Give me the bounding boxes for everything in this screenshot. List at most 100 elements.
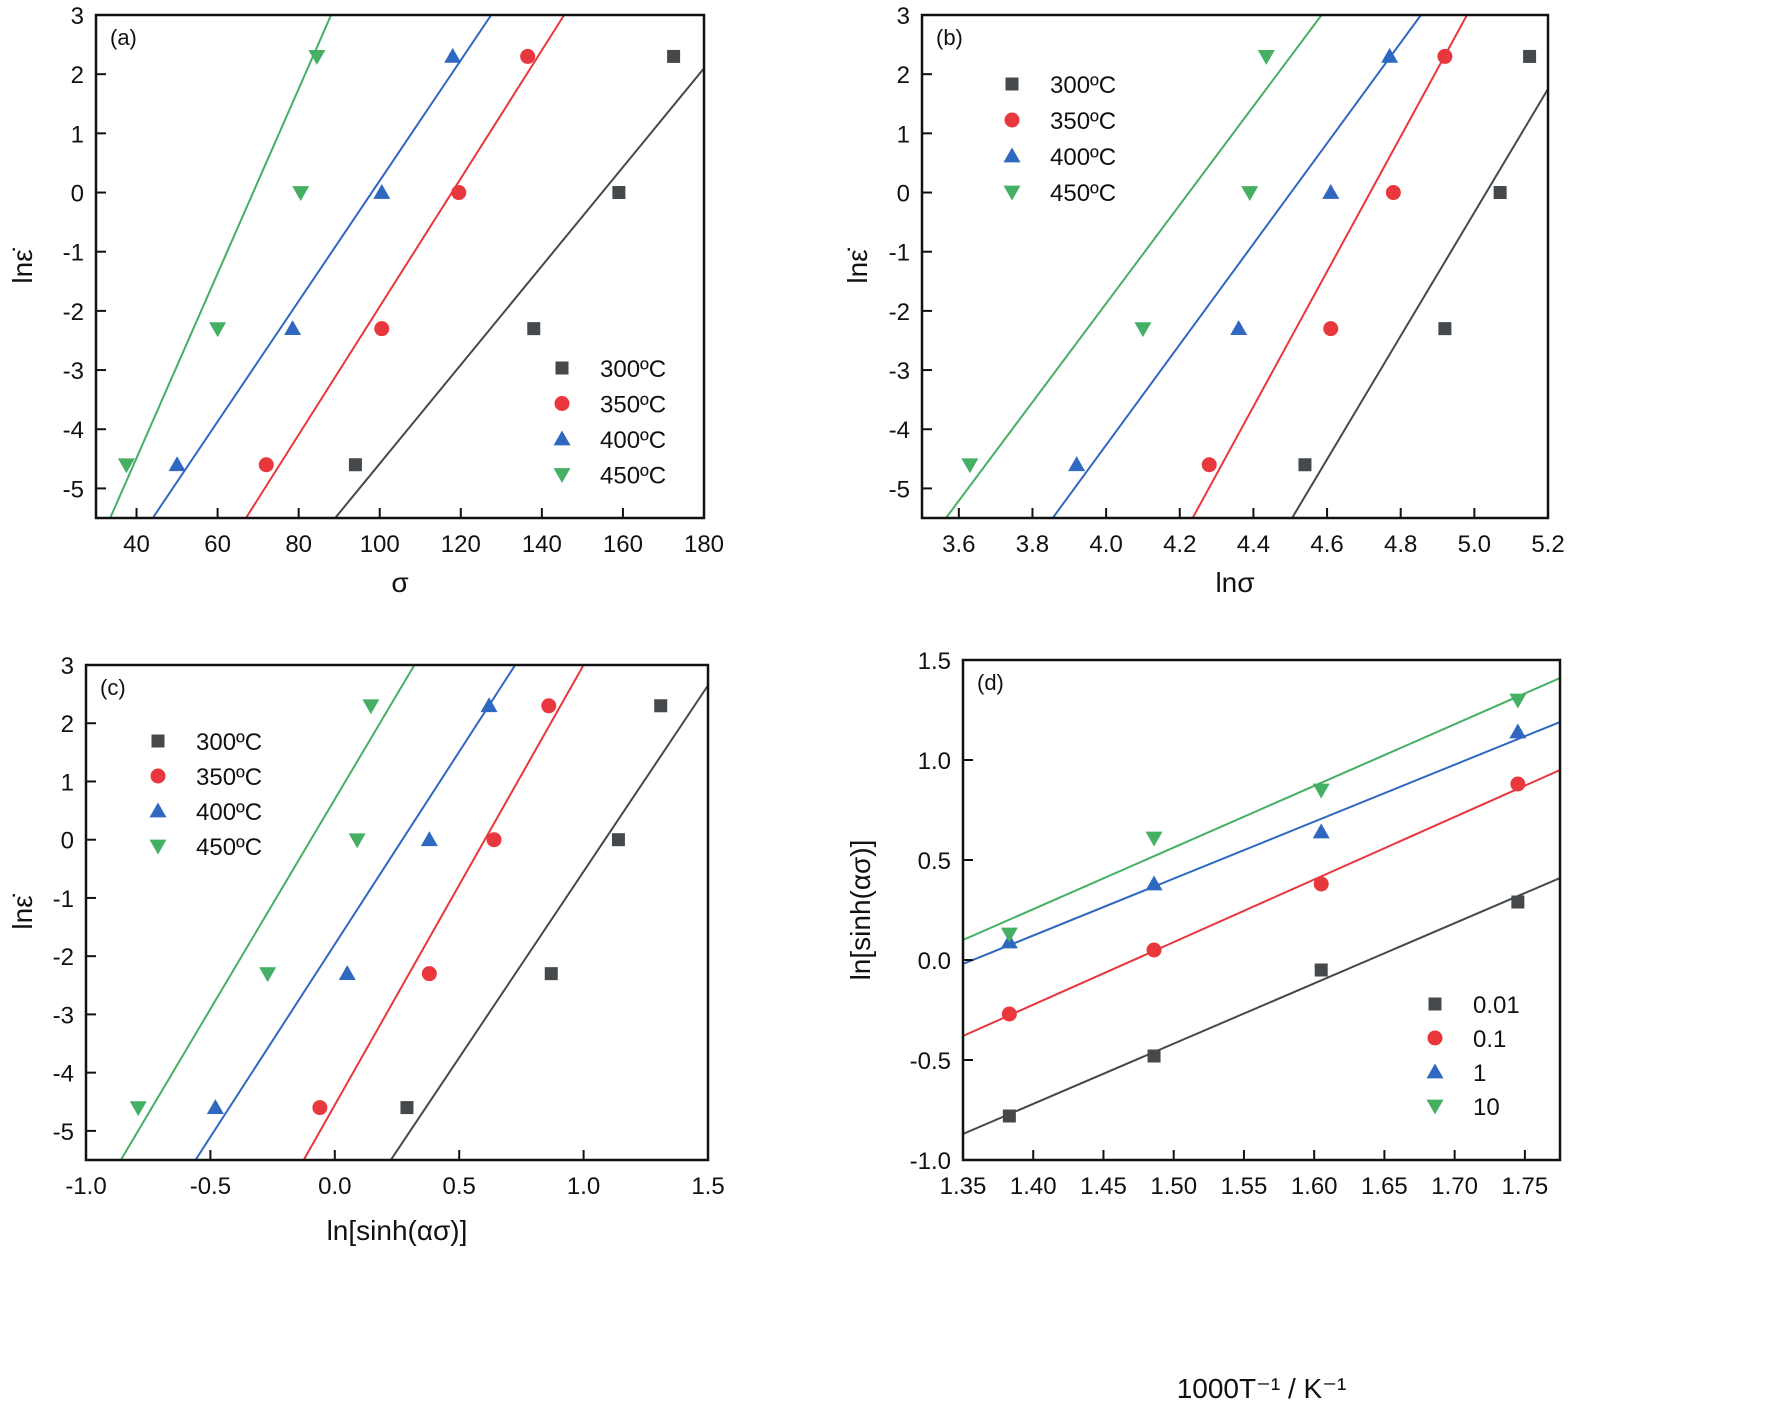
data-point	[292, 186, 310, 202]
data-point	[654, 699, 668, 713]
x-tick-label: 3.6	[942, 531, 975, 558]
data-point	[612, 186, 626, 200]
x-tick-label: 1.55	[1221, 1173, 1268, 1200]
y-tick-label: -0.5	[910, 1048, 951, 1075]
data-point	[1147, 1049, 1161, 1063]
x-tick-label: 0.0	[318, 1173, 351, 1200]
legend-marker	[555, 361, 569, 375]
x-tick-label: 0.5	[443, 1173, 476, 1200]
data-point	[1385, 185, 1401, 201]
data-point	[1511, 895, 1525, 909]
legend-item: 450ºC	[553, 463, 666, 490]
x-tick-label: 1.60	[1291, 1173, 1338, 1200]
legend-marker	[151, 734, 165, 748]
data-points	[961, 47, 1537, 474]
legend-item: 400ºC	[553, 427, 666, 454]
x-tick-label: 5.2	[1531, 531, 1564, 558]
data-point	[338, 965, 356, 981]
data-point	[1298, 458, 1312, 472]
legend-marker	[149, 802, 167, 818]
y-tick-label: 1.5	[918, 648, 951, 675]
y-tick-label: -1	[889, 240, 910, 267]
y-tick-label: -5	[889, 476, 910, 503]
plot-frame	[920, 13, 1550, 520]
legend-item: 450ºC	[149, 834, 262, 861]
panel-label: (c)	[100, 675, 126, 700]
plot-frame	[84, 663, 710, 1162]
legend-label: 300ºC	[1050, 72, 1116, 99]
legend-marker	[1427, 1030, 1443, 1046]
legend-label: 450ºC	[600, 463, 666, 490]
data-point	[1134, 322, 1152, 338]
panel-label: (a)	[110, 25, 137, 50]
x-tick-label: 160	[603, 531, 643, 558]
y-tick-label: -1	[53, 886, 74, 913]
data-point	[1000, 927, 1018, 943]
y-tick-label: -5	[53, 1119, 74, 1146]
fit-lines	[945, 15, 1548, 518]
x-tick-label: 1.70	[1431, 1173, 1478, 1200]
fit-line-400C	[194, 665, 517, 1160]
y-tick-label: -2	[53, 944, 74, 971]
legend-marker	[1426, 1099, 1444, 1115]
x-tick-label: 1.50	[1150, 1173, 1197, 1200]
data-point	[1313, 876, 1329, 892]
data-point	[421, 966, 437, 982]
fit-line-350C	[302, 665, 585, 1160]
legend-label: 450ºC	[1050, 180, 1116, 207]
legend-label: 400ºC	[1050, 144, 1116, 171]
legend-item: 350ºC	[150, 764, 262, 791]
data-point	[520, 48, 536, 64]
data-point	[527, 322, 541, 336]
data-points	[117, 47, 681, 474]
panel-label: (b)	[936, 25, 963, 50]
data-point	[1510, 776, 1526, 792]
data-point	[1509, 723, 1527, 739]
data-point	[348, 833, 366, 849]
data-point	[1437, 48, 1453, 64]
fit-line-300C	[389, 684, 708, 1160]
data-point	[444, 47, 462, 63]
data-point	[1509, 693, 1527, 709]
y-tick-label: 2	[897, 62, 910, 89]
data-point	[209, 322, 227, 338]
legend-label: 350ºC	[196, 764, 262, 791]
legend-marker	[149, 839, 167, 855]
data-point	[259, 967, 277, 983]
data-point	[611, 833, 625, 847]
data-point	[667, 49, 681, 63]
data-point	[1312, 783, 1330, 799]
legend-label: 1	[1473, 1060, 1486, 1087]
y-tick-label: 1	[71, 121, 84, 148]
x-tick-label: 80	[285, 531, 312, 558]
legend-label: 400ºC	[600, 427, 666, 454]
fit-line-300C	[1291, 88, 1548, 518]
x-tick-label: 5.0	[1458, 531, 1491, 558]
legend-label: 300ºC	[600, 356, 666, 383]
data-point	[1322, 184, 1340, 199]
plot-frame	[94, 13, 706, 520]
x-tick-label: 3.8	[1016, 531, 1049, 558]
y-tick-label: -1.0	[910, 1148, 951, 1175]
data-points	[1000, 693, 1527, 1123]
data-point	[373, 184, 391, 199]
legend-marker	[1426, 1063, 1444, 1079]
data-point	[1257, 50, 1275, 65]
panel-d: 1.5 1.0 0.5 0.0 -0.5 -1.01.35 1.40 1.45 1.50 1.55…	[845, 648, 1562, 1404]
data-point	[258, 457, 274, 473]
x-tick-label: 1.75	[1502, 1173, 1549, 1200]
x-tick-label: 4.8	[1384, 531, 1417, 558]
data-point	[1323, 321, 1339, 337]
y-tick-label: -1	[63, 240, 84, 267]
data-point	[1438, 322, 1452, 336]
legend-item: 10	[1426, 1094, 1500, 1121]
data-point	[1312, 823, 1330, 839]
fit-line-400C	[1051, 15, 1422, 518]
data-point	[1493, 186, 1507, 200]
x-tick-label: 4.4	[1237, 531, 1270, 558]
x-tick-label: 100	[360, 531, 400, 558]
x-tick-label: -1.0	[65, 1173, 106, 1200]
legend-label: 0.1	[1473, 1026, 1506, 1053]
y-tick-label: -3	[63, 358, 84, 385]
data-points	[129, 697, 668, 1117]
